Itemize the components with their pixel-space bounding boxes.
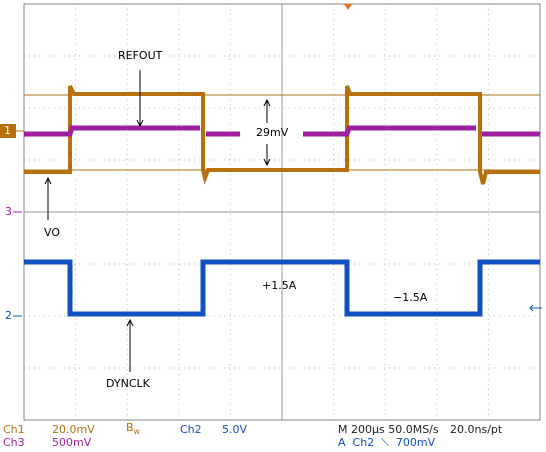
annotation: +1.5A [262, 279, 297, 292]
annotation: 29mV [256, 126, 289, 139]
annotation: REFOUT [118, 49, 163, 62]
annotation: DYNCLK [106, 377, 151, 390]
status-timebase: M 200µs 50.0MS/s [338, 423, 439, 436]
ch1-trace [24, 85, 540, 185]
ch1-marker: 1 [4, 124, 11, 137]
annotation: −1.5A [393, 291, 428, 304]
status-resolution: 20.0ns/pt [450, 423, 503, 436]
status-value: 500mV [52, 436, 92, 449]
status-label: Ch3 [3, 436, 25, 449]
status-trigger: A Ch2 ⟍ 700mV [338, 436, 436, 449]
annotation: VO [44, 226, 60, 239]
trigger-position [344, 4, 352, 10]
status-value: 5.0V [222, 423, 247, 436]
ch2-marker: 2 [5, 309, 12, 322]
ch3-trace [24, 125, 200, 137]
trigger-level-marker [529, 304, 534, 312]
frame [23, 3, 541, 421]
ch3-trace [303, 125, 476, 137]
status-bw: Bw [126, 421, 141, 436]
arrows [44, 70, 271, 372]
ch1-marker-box [0, 124, 16, 138]
status-value: 20.0mV [52, 423, 95, 436]
status-label: Ch2 [180, 423, 202, 436]
status-label: Ch1 [3, 423, 25, 436]
ch2-trace [24, 259, 540, 317]
bw-sub: w [134, 427, 141, 436]
ch3-marker: 3 [5, 205, 12, 218]
bw: B [126, 421, 134, 434]
